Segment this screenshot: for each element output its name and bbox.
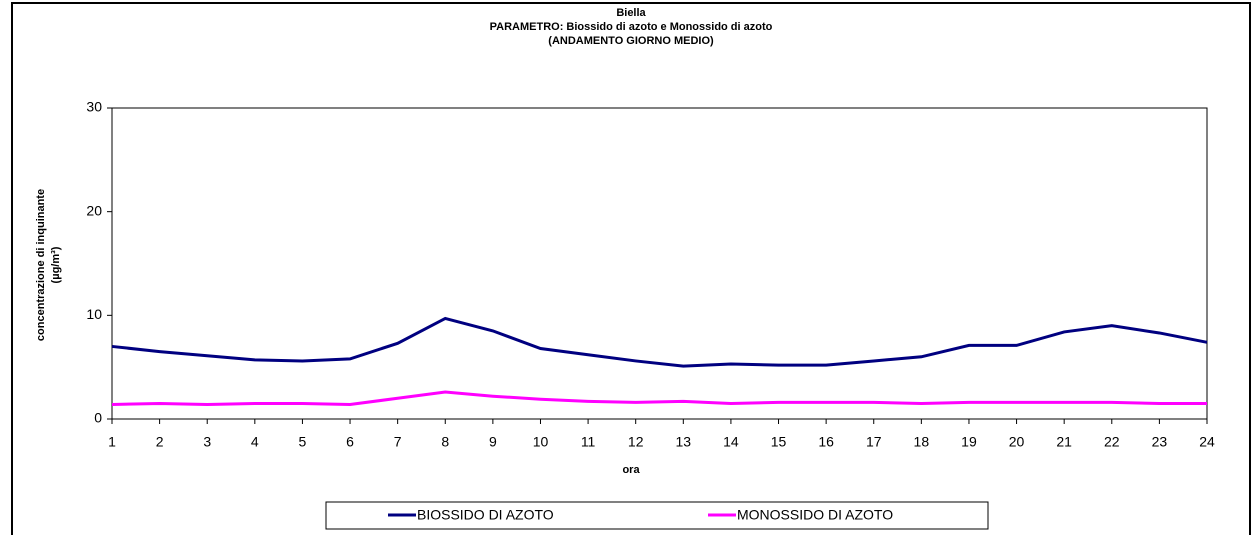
y-tick-label: 0 (94, 410, 102, 426)
x-tick-label: 6 (346, 434, 354, 450)
legend-label: BIOSSIDO DI AZOTO (417, 507, 554, 523)
x-tick-label: 5 (299, 434, 307, 450)
x-tick-label: 21 (1056, 434, 1072, 450)
chart-title: PARAMETRO: Biossido di azoto e Monossido… (490, 21, 773, 33)
x-tick-label: 23 (1152, 434, 1168, 450)
x-tick-label: 7 (394, 434, 402, 450)
x-tick-label: 4 (251, 434, 259, 450)
x-tick-label: 1 (108, 434, 116, 450)
legend-label: MONOSSIDO DI AZOTO (737, 507, 893, 523)
x-tick-label: 9 (489, 434, 497, 450)
y-tick-label: 20 (86, 202, 102, 218)
chart-title: Biella (616, 7, 646, 19)
series-line (111, 316, 1208, 368)
y-axis-label: (µg/m³) (50, 246, 62, 283)
x-tick-label: 11 (581, 434, 596, 450)
chart-frame (11, 2, 1251, 535)
x-tick-label: 15 (771, 434, 787, 450)
x-axis-label: ora (622, 464, 640, 476)
plot-area (111, 107, 1208, 420)
x-tick-label: 24 (1199, 434, 1215, 450)
y-tick-label: 30 (86, 99, 102, 115)
x-tick-label: 18 (914, 434, 930, 450)
legend (325, 501, 989, 530)
x-tick-label: 8 (441, 434, 449, 450)
x-tick-label: 22 (1104, 434, 1120, 450)
x-tick-label: 16 (818, 434, 834, 450)
chart-title: (ANDAMENTO GIORNO MEDIO) (548, 35, 714, 47)
x-tick-label: 14 (723, 434, 739, 450)
y-tick-label: 10 (86, 306, 102, 322)
x-tick-label: 2 (156, 434, 164, 450)
x-tick-label: 13 (676, 434, 692, 450)
x-tick-label: 12 (628, 434, 644, 450)
series-line (111, 390, 1207, 406)
x-tick-label: 20 (1009, 434, 1025, 450)
x-tick-label: 17 (866, 434, 882, 450)
x-tick-label: 10 (533, 434, 549, 450)
x-tick-label: 3 (203, 434, 211, 450)
x-tick-label: 19 (961, 434, 977, 450)
y-axis-label: concentrazione di inquinante (35, 189, 47, 341)
